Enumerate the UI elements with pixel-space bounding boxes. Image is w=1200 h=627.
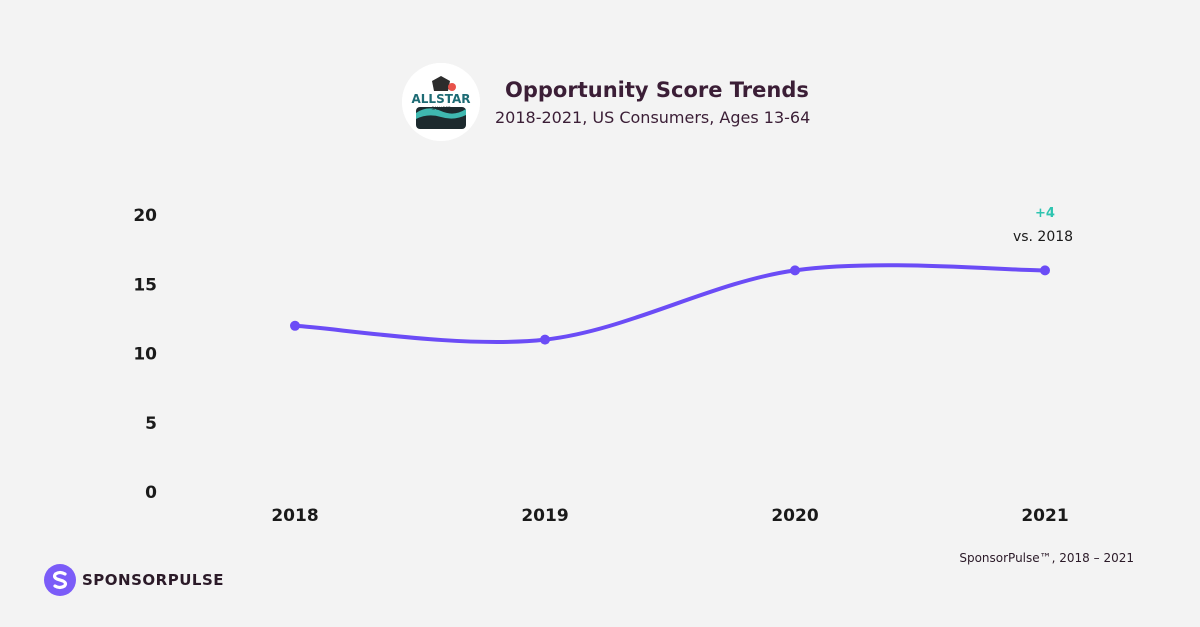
data-point — [290, 320, 300, 331]
y-tick-label: 20 — [133, 206, 157, 226]
y-tick-label: 15 — [133, 275, 157, 295]
annotation-text: vs. 2018 — [1013, 229, 1073, 245]
y-axis: 0 5 10 15 20 — [133, 206, 157, 503]
x-tick-label: 2018 — [271, 506, 318, 526]
annotation-group: +4 vs. 2018 — [1013, 206, 1073, 245]
chart-title: Opportunity Score Trends — [505, 78, 809, 102]
y-tick-label: 0 — [145, 483, 157, 503]
y-tick-label: 5 — [145, 414, 157, 434]
nhl-all-star-logo-icon: ALLSTAR SAN JOSE — [402, 63, 480, 141]
logo-wordmark: ALLSTAR — [411, 92, 470, 106]
x-tick-label: 2019 — [521, 506, 568, 526]
x-axis: 2018 2019 2020 2021 — [271, 506, 1068, 526]
y-tick-label: 10 — [133, 345, 157, 365]
source-note: SponsorPulse™, 2018 – 2021 — [959, 551, 1134, 565]
chart-header: ALLSTAR SAN JOSE Opportunity Score Trend… — [0, 0, 1200, 150]
brand-name: SPONSORPULSE — [82, 571, 224, 589]
chart-subtitle: 2018-2021, US Consumers, Ages 13-64 — [495, 108, 811, 127]
logo-subtext: SAN JOSE — [431, 106, 450, 111]
data-point — [540, 334, 550, 345]
data-point — [790, 265, 800, 276]
x-tick-label: 2020 — [771, 506, 818, 526]
sponsorpulse-logo-icon — [44, 564, 76, 596]
event-logo: ALLSTAR SAN JOSE — [402, 63, 480, 141]
series-group — [290, 263, 1050, 345]
annotation-value: +4 — [1035, 206, 1055, 221]
x-tick-label: 2021 — [1021, 506, 1068, 526]
data-point — [1040, 265, 1050, 276]
series-line — [293, 263, 1047, 344]
